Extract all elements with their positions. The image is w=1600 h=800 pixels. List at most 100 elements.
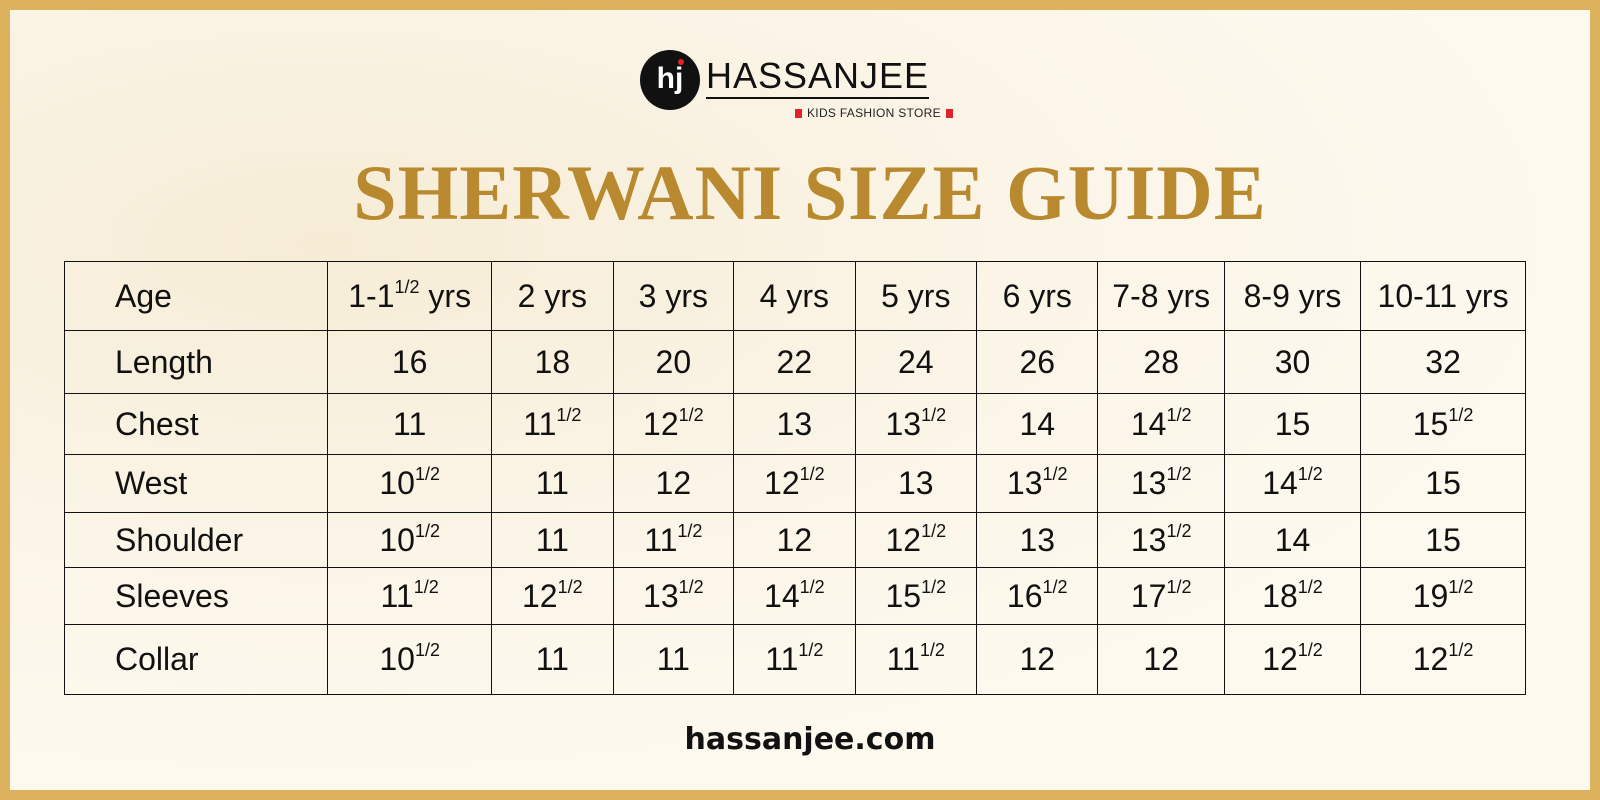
- cell-value: 12: [764, 465, 800, 501]
- table-cell: 111/2: [491, 393, 614, 455]
- row-label: Length: [63, 330, 329, 394]
- table-cell: 2 yrs: [491, 261, 614, 331]
- table-cell: 121/2: [491, 567, 614, 625]
- cell-value: 14: [1262, 465, 1298, 501]
- cell-fraction: 1/2: [1166, 576, 1192, 597]
- table-cell: 121/2: [1360, 624, 1526, 695]
- table-row: Chest 11 111/2 121/2 13 131/2 14 141/2 15 151/2: [63, 393, 1526, 455]
- cell-value: 13: [1019, 521, 1056, 558]
- logo-dot-icon: [678, 59, 684, 65]
- table-cell: 11: [612, 624, 735, 695]
- cell-value: 2 yrs: [517, 277, 587, 314]
- cell-value: 10: [379, 641, 415, 677]
- table-cell: 14: [1223, 512, 1362, 568]
- cell-fraction: 1/2: [1448, 576, 1474, 597]
- cell-value: 1-1: [348, 277, 395, 314]
- row-label: Collar: [63, 624, 329, 695]
- table-cell: 13: [854, 454, 978, 513]
- cell-fraction: 1/2: [1297, 464, 1323, 484]
- table-row: Shoulder 101/2 11 111/2 12 121/2 13 131/2 14 15: [63, 512, 1526, 568]
- cell-value: 11: [535, 465, 569, 501]
- table-cell: 161/2: [976, 567, 1099, 625]
- cell-value: 10: [379, 521, 415, 558]
- table-cell: 11: [491, 624, 614, 695]
- cell-value: 14: [1019, 405, 1056, 442]
- cell-value: 14: [764, 577, 800, 614]
- table-cell: 12: [612, 454, 735, 513]
- cell-value: 11: [886, 641, 920, 677]
- cell-fraction: 1/2: [1448, 404, 1474, 425]
- cell-value: 11: [765, 641, 799, 677]
- cell-fraction: 1/2: [798, 640, 824, 660]
- cell-fraction: 1/2: [678, 576, 704, 597]
- table-row: Age 1-11/2 yrs 2 yrs 3 yrs 4 yrs 5 yrs 6 yrs 7-…: [63, 261, 1526, 331]
- cell-value: 11: [535, 641, 569, 677]
- page-title: SHERWANI SIZE GUIDE: [353, 149, 1267, 236]
- cell-value: 13: [643, 577, 679, 614]
- table-row: Collar 101/2 11 11 111/2 111/2 12 12 121/2 121/2: [63, 624, 1526, 695]
- cell-value: 13: [776, 405, 813, 442]
- table-cell: 101/2: [327, 454, 493, 513]
- table-cell: 191/2: [1360, 567, 1526, 625]
- table-cell: 131/2: [1097, 512, 1225, 568]
- cell-value: 5 yrs: [881, 277, 951, 314]
- table-cell: 111/2: [327, 567, 493, 625]
- table-cell: 151/2: [1360, 393, 1526, 455]
- table-cell: 121/2: [612, 393, 735, 455]
- table-cell: 121/2: [733, 454, 856, 513]
- table-cell: 131/2: [854, 393, 978, 455]
- cell-value: 8-9 yrs: [1243, 277, 1342, 314]
- cell-value: 10: [379, 465, 415, 501]
- website-url: hassanjee.com: [684, 722, 936, 757]
- cell-value: 19: [1412, 577, 1449, 614]
- cell-value: 11: [535, 521, 569, 558]
- cell-fraction: 1/2: [678, 404, 704, 425]
- cell-value: 11: [656, 641, 690, 677]
- cell-fraction: 1/2: [919, 640, 945, 660]
- brand-tagline: KIDS FASHION STORE: [790, 106, 958, 120]
- table-cell: 11: [327, 393, 493, 455]
- cell-fraction: 1/2: [799, 576, 825, 597]
- table-row: Length 16 18 20 22 24 26 28 30 32: [63, 330, 1526, 394]
- cell-value: 16: [391, 343, 428, 380]
- cell-value: 15: [1274, 405, 1311, 442]
- cell-value: 13: [1130, 465, 1167, 501]
- cell-fraction: 1/2: [921, 576, 947, 597]
- table-cell: 101/2: [327, 512, 493, 568]
- table-cell: 151/2: [854, 567, 978, 625]
- cell-value: 12: [1143, 641, 1179, 677]
- cell-fraction: 1/2: [1042, 464, 1068, 484]
- cell-value: 15: [1425, 521, 1461, 558]
- table-cell: 26: [976, 330, 1099, 394]
- row-label: Age: [63, 261, 329, 331]
- cell-value: 15: [1412, 405, 1449, 442]
- cell-value: 18: [534, 343, 571, 380]
- table-cell: 32: [1360, 330, 1526, 394]
- table-cell: 131/2: [976, 454, 1099, 513]
- cell-value: 13: [1130, 521, 1167, 558]
- cell-fraction: 1/2: [413, 576, 439, 597]
- table-cell: 11: [491, 454, 614, 513]
- cell-value: 12: [1412, 641, 1449, 677]
- cell-fraction: 1/2: [556, 404, 582, 425]
- table-cell: 111/2: [854, 624, 978, 695]
- table-cell: 131/2: [612, 567, 735, 625]
- table-row: West 101/2 11 12 121/2 13 131/2 131/2 141/2 15: [63, 454, 1526, 513]
- brand-name: HASSANJEE: [706, 56, 930, 99]
- cell-value: 13: [885, 405, 922, 442]
- cell-value: 7-8 yrs: [1112, 277, 1211, 314]
- cell-fraction: 1/2: [557, 576, 583, 597]
- cell-value: 20: [655, 343, 692, 380]
- table-cell: 14: [976, 393, 1099, 455]
- table-cell: 141/2: [1223, 454, 1362, 513]
- cell-value: 6 yrs: [1002, 277, 1072, 314]
- cell-value: 11: [644, 521, 678, 558]
- table-cell: 121/2: [1223, 624, 1362, 695]
- cell-fraction: 1/2: [1166, 464, 1192, 484]
- cell-fraction: 1/2: [414, 464, 440, 484]
- brand-logo: hj HASSANJEE KIDS FASHION STORE: [640, 50, 980, 120]
- cell-value: 24: [897, 343, 934, 380]
- table-cell: 15: [1360, 454, 1526, 513]
- table-cell: 7-8 yrs: [1097, 261, 1225, 331]
